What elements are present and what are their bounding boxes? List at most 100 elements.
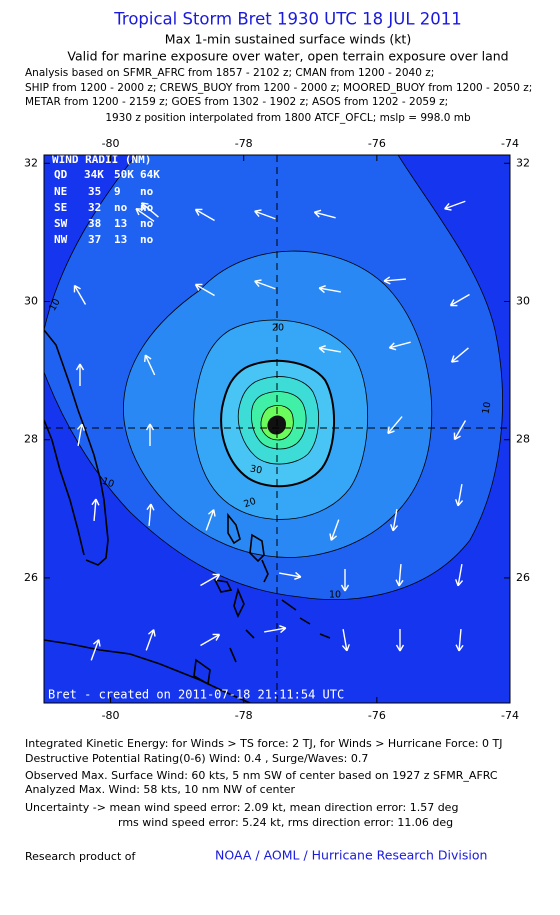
vector-shaft xyxy=(392,509,398,531)
vector-shaft xyxy=(319,287,341,293)
x-tick-label: -76 xyxy=(368,137,386,150)
wind-vector xyxy=(318,285,341,294)
vector-head xyxy=(395,579,404,587)
contour-label: 20 xyxy=(242,496,257,510)
vector-head xyxy=(449,299,458,307)
wind-radii-header: 64K xyxy=(140,168,160,181)
vector-head xyxy=(254,279,262,288)
footer-line: Uncertainty -> mean wind speed error: 2.… xyxy=(25,801,458,814)
wind-vector xyxy=(455,484,464,507)
axis-ticks: -80 -80 -78 -78 -76 -76 -74 -74 26 26 28 28 30 30 32 32 xyxy=(24,137,530,722)
x-tick-label: -74 xyxy=(501,709,519,722)
wind-vector xyxy=(254,209,276,220)
vector-head xyxy=(145,423,155,431)
wind-vector xyxy=(395,629,405,652)
wind-radii-cell: SE xyxy=(54,201,67,214)
vector-head xyxy=(147,629,156,637)
vector-head xyxy=(455,499,464,507)
contour-label: 10 xyxy=(100,476,115,490)
vector-head xyxy=(135,207,143,216)
vector-shaft xyxy=(330,519,340,541)
x-tick-label: -78 xyxy=(235,709,253,722)
wind-vector xyxy=(340,569,350,592)
y-tick-label: 28 xyxy=(24,433,38,446)
wind-radii-cell: no xyxy=(140,233,154,246)
vector-head xyxy=(341,644,350,652)
y-tick-label: 26 xyxy=(24,571,38,584)
vector-shaft xyxy=(457,484,463,506)
wind-radii-cell: NE xyxy=(54,185,67,198)
vector-head xyxy=(212,633,221,641)
vector-shaft xyxy=(200,633,220,647)
analysis-line: METAR from 1200 - 2159 z; GOES from 1302… xyxy=(25,96,448,108)
wind-vector xyxy=(194,208,215,222)
vector-shaft xyxy=(195,283,215,297)
vector-shaft xyxy=(387,416,403,434)
wind-vector xyxy=(444,200,466,211)
wind-vector xyxy=(455,628,464,652)
vector-shaft xyxy=(383,278,407,282)
vector-shaft xyxy=(254,210,276,220)
vector-shaft xyxy=(314,211,336,219)
wind-vector xyxy=(90,639,101,661)
wind-vectors xyxy=(73,200,470,661)
vector-head xyxy=(455,644,464,652)
wind-vector xyxy=(395,563,404,587)
map-frame xyxy=(43,154,511,704)
wind-vector xyxy=(254,279,276,290)
analysis-line: Analysis based on SFMR_AFRC from 1857 - … xyxy=(25,67,434,79)
x-tick-label: -74 xyxy=(501,137,519,150)
vector-shaft xyxy=(144,354,156,376)
gulf-coast xyxy=(44,419,85,556)
wind-radii-cell: 35 xyxy=(88,185,101,198)
wind-radii-cell: 13 xyxy=(114,233,127,246)
x-tick-label: -76 xyxy=(368,709,386,722)
wind-radii-cell: 38 xyxy=(88,217,101,230)
title: Tropical Storm Bret 1930 UTC 18 JUL 2011 xyxy=(113,10,462,29)
wind-vector xyxy=(388,341,411,351)
wind-vector xyxy=(264,625,287,634)
vector-shaft xyxy=(200,573,220,587)
wind-radii-cell: SW xyxy=(54,217,68,230)
wind-vector xyxy=(329,519,340,541)
vector-shaft xyxy=(145,629,155,651)
wind-vector xyxy=(318,345,341,354)
vector-shaft xyxy=(444,200,466,210)
vector-head xyxy=(444,202,452,211)
vector-shaft xyxy=(254,280,276,290)
organization-link[interactable]: NOAA / AOML / Hurricane Research Divisio… xyxy=(215,848,487,863)
vector-shaft xyxy=(389,341,411,349)
x-tick-label: -78 xyxy=(235,137,253,150)
contour-label: 10 xyxy=(329,590,341,601)
footer-line: Integrated Kinetic Energy: for Winds > T… xyxy=(25,737,503,750)
wind-radii-cell: no xyxy=(140,201,154,214)
wind-vector xyxy=(341,629,350,652)
research-label: Research product of xyxy=(25,850,136,863)
vector-head xyxy=(91,498,100,506)
y-tick-label: 30 xyxy=(516,295,530,308)
vector-head xyxy=(313,209,322,218)
wind-vector xyxy=(205,509,216,531)
vector-shaft xyxy=(279,572,301,578)
wind-radii-cell: 32 xyxy=(88,201,101,214)
cuba xyxy=(44,639,251,703)
footer-line: Observed Max. Surface Wind: 60 kts, 5 nm… xyxy=(25,769,498,782)
vector-shaft xyxy=(458,628,462,652)
vector-head xyxy=(194,283,203,291)
y-tick-label: 26 xyxy=(516,571,530,584)
wind-vector xyxy=(200,573,221,587)
wind-vector xyxy=(455,564,464,587)
y-tick-label: 32 xyxy=(516,156,530,169)
analysis-line: SHIP from 1200 - 2000 z; CREWS_BUOY from… xyxy=(25,82,532,94)
bahamas xyxy=(193,512,331,686)
wind-radii-cell: no xyxy=(140,217,154,230)
wind-radii-cell: no xyxy=(114,201,128,214)
vector-shaft xyxy=(77,424,83,446)
vector-head xyxy=(329,533,338,541)
wind-radii-cell: NW xyxy=(54,233,68,246)
vector-head xyxy=(395,644,405,652)
coastline xyxy=(44,329,331,703)
vector-shaft xyxy=(135,208,155,222)
